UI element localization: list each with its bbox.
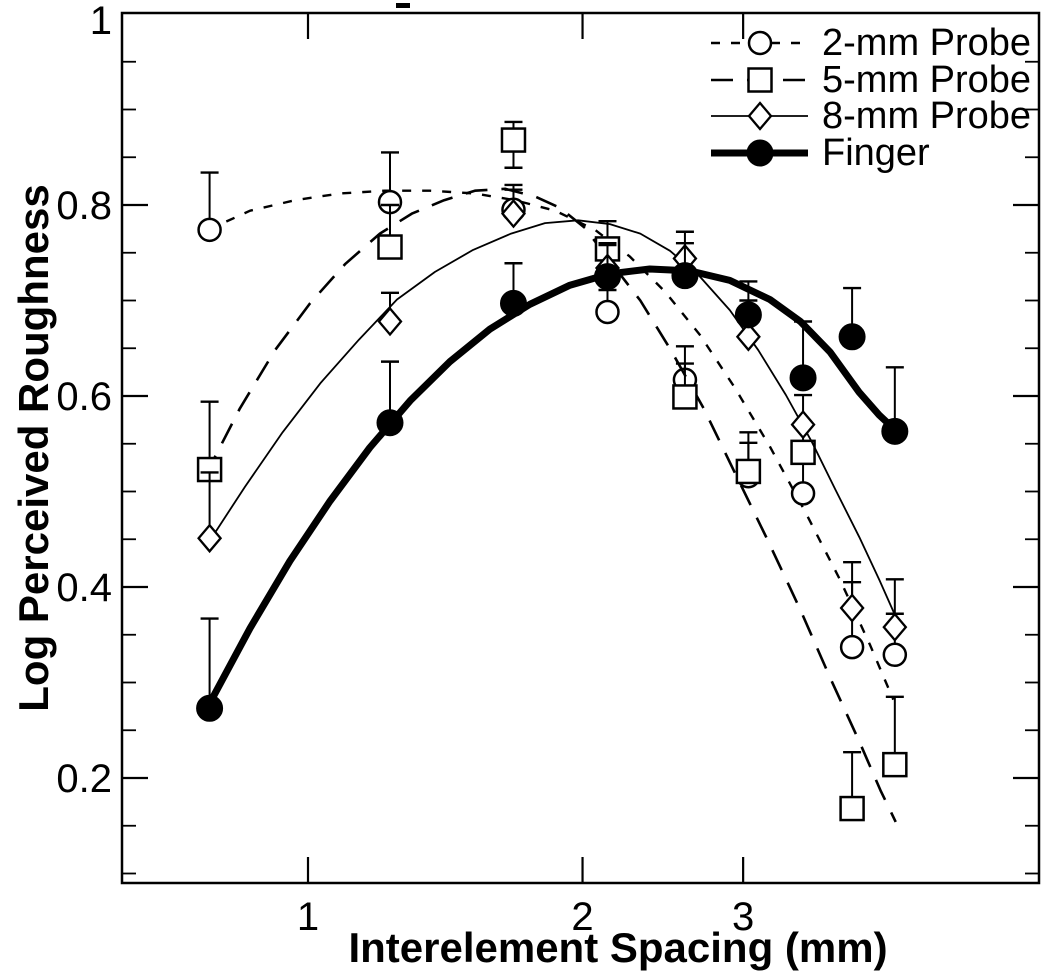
marker-open-square <box>747 67 773 93</box>
y-tick-label: 0.6 <box>56 375 112 419</box>
marker-filled-circle <box>196 694 224 722</box>
marker-open-square <box>839 795 865 822</box>
x-tick-label: 1 <box>297 895 319 939</box>
marker-open-circle <box>595 299 620 325</box>
marker-open-circle <box>790 481 816 506</box>
x-tick-label: 2 <box>571 895 593 939</box>
marker-filled-circle <box>838 323 866 351</box>
marker-filled-circle <box>376 409 404 437</box>
marker-open-diamond <box>735 322 761 352</box>
marker-open-diamond <box>882 612 908 642</box>
y-tick-label: 0.2 <box>56 757 112 801</box>
y-tick-label: 0.8 <box>56 184 112 228</box>
marker-open-circle <box>882 642 908 668</box>
curve-finger <box>203 265 899 710</box>
scan-artifact <box>396 3 410 8</box>
marker-open-diamond <box>839 593 865 623</box>
marker-filled-circle <box>593 263 621 291</box>
legend-label-finger: Finger <box>822 132 930 174</box>
marker-open-diamond <box>377 306 403 337</box>
marker-open-square <box>500 127 527 153</box>
marker-filled-circle <box>789 364 817 392</box>
marker-open-square <box>790 439 816 466</box>
marker-open-square <box>672 384 698 410</box>
x-axis-title: Interelement Spacing (mm) <box>348 924 888 971</box>
marker-filled-circle <box>734 301 762 329</box>
marker-filled-circle <box>499 289 527 317</box>
marker-open-circle <box>197 217 222 243</box>
y-axis-title: Log Perceived Roughness <box>10 184 57 712</box>
marker-filled-circle <box>671 262 699 290</box>
marker-open-diamond <box>197 523 223 554</box>
marker-filled-circle <box>746 139 774 167</box>
x-tick-label: 3 <box>732 895 754 939</box>
marker-open-diamond <box>747 101 773 131</box>
marker-open-diamond <box>500 198 526 229</box>
legend-label-8-mm-probe: 8-mm Probe <box>822 95 1031 137</box>
plot-border <box>120 11 1041 885</box>
marker-open-square <box>735 458 762 485</box>
curve-8-mm-probe <box>206 219 897 618</box>
marker-open-diamond <box>790 409 816 440</box>
marker-open-circle <box>839 634 865 660</box>
marker-open-square <box>882 751 908 778</box>
y-tick-label: 0.4 <box>56 566 112 610</box>
legend-label-5-mm-probe: 5-mm Probe <box>822 59 1031 101</box>
marker-open-circle <box>747 30 773 56</box>
legend-label-2-mm-probe: 2-mm Probe <box>822 22 1031 64</box>
marker-filled-circle <box>881 417 909 445</box>
y-tick-label: 1 <box>90 0 112 43</box>
curve-5-mm-probe <box>204 187 897 823</box>
marker-open-square <box>377 234 403 260</box>
